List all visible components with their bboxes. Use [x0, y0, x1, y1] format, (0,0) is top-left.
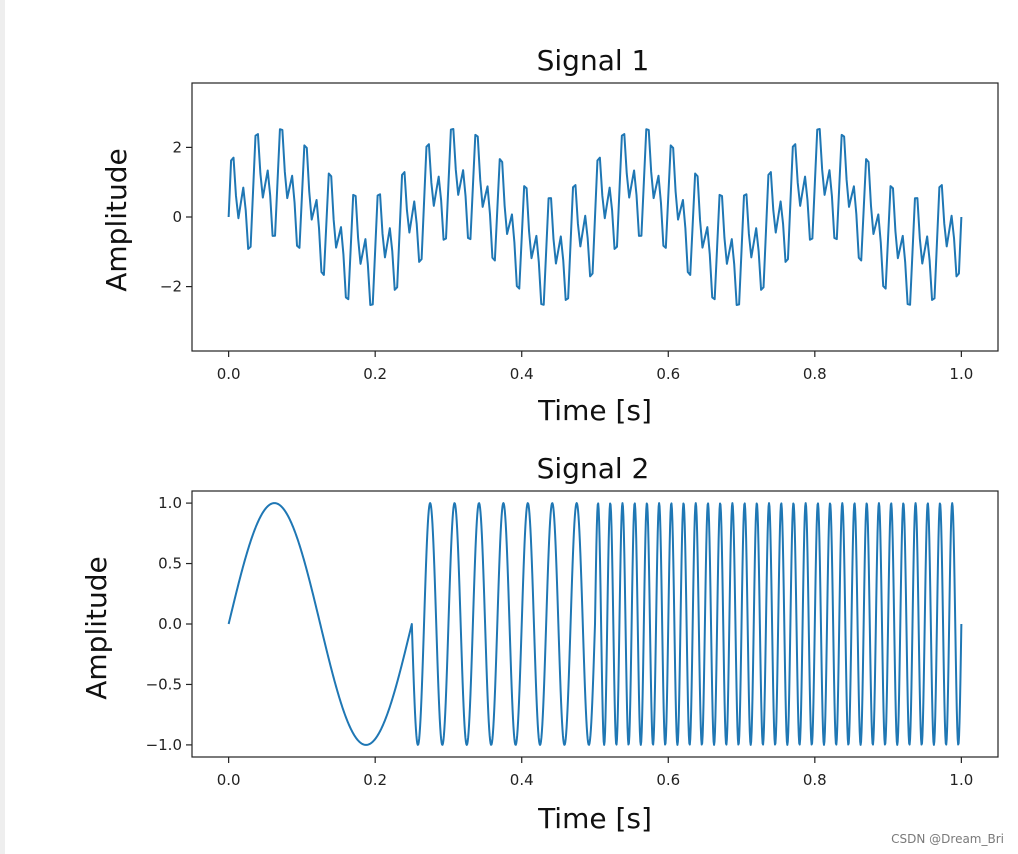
x-tick-label: 0.6	[656, 771, 680, 789]
x-tick-label: 0.4	[510, 771, 534, 789]
signal-2-plot: Signal 2 0.0 0.2 0.4 0.6 0.8 1.0 1.0 0.5 0.0 −0.5…	[80, 452, 999, 835]
x-tick-label: 0.0	[217, 365, 241, 383]
signal-2-title: Signal 2	[537, 452, 650, 485]
y-tick-label: 1.0	[158, 494, 182, 512]
signal-1-title: Signal 1	[537, 44, 650, 77]
signal-1-xlabel: Time [s]	[537, 394, 652, 427]
x-tick-label: 0.8	[803, 771, 827, 789]
y-tick-label: 0.0	[158, 615, 182, 633]
x-tick-label: 0.0	[217, 771, 241, 789]
signal-2-ylabel: Amplitude	[80, 556, 113, 700]
y-tick-label: −1.0	[146, 736, 182, 754]
signal-2-xlabel: Time [s]	[537, 802, 652, 835]
x-tick-label: 1.0	[949, 771, 973, 789]
y-tick-label: 0.5	[158, 555, 182, 573]
x-tick-label: 0.4	[510, 365, 534, 383]
y-tick-label: 0	[172, 208, 182, 226]
watermark: CSDN @Dream_Bri	[891, 832, 1004, 846]
y-tick-label: −2	[160, 278, 182, 296]
x-tick-label: 0.6	[656, 365, 680, 383]
x-tick-label: 1.0	[949, 365, 973, 383]
y-tick-label: −0.5	[146, 675, 182, 693]
signal-1-ylabel: Amplitude	[100, 148, 133, 292]
signal-2-line	[227, 502, 963, 746]
x-tick-label: 0.2	[363, 365, 387, 383]
signal-2-axes-frame	[191, 490, 999, 758]
x-tick-label: 0.8	[803, 365, 827, 383]
signal-1-ticks: 0.0 0.2 0.4 0.6 0.8 1.0 2 0 −2	[160, 138, 973, 383]
x-tick-label: 0.2	[363, 771, 387, 789]
y-tick-label: 2	[172, 138, 182, 156]
signal-1-plot: Signal 1 0.0 0.2 0.4 0.6 0.8 1.0 2 0 −2 Time [s]…	[100, 44, 999, 427]
signal-1-line	[227, 128, 963, 306]
signal-2-ticks: 0.0 0.2 0.4 0.6 0.8 1.0 1.0 0.5 0.0 −0.5 −1.0	[146, 494, 974, 789]
page-left-border	[0, 0, 5, 854]
signal-1-axes-frame	[191, 82, 999, 352]
